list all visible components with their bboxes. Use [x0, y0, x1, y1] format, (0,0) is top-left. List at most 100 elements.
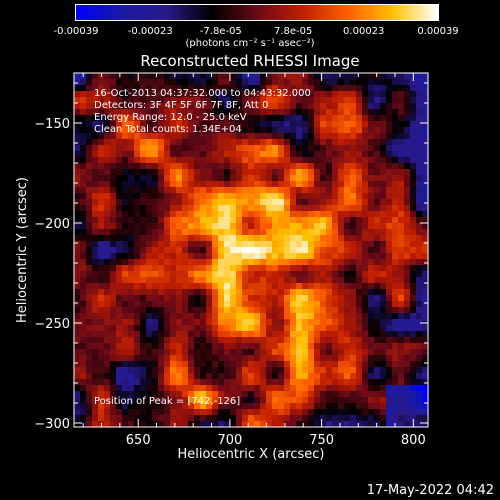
heatmap-cell	[392, 319, 399, 326]
heatmap-cell	[176, 391, 183, 398]
heatmap-cell	[254, 145, 261, 152]
heatmap-cell	[386, 145, 393, 152]
heatmap-cell	[350, 199, 357, 206]
heatmap-cell	[188, 103, 195, 110]
heatmap-cell	[176, 91, 183, 98]
heatmap-cell	[140, 307, 147, 314]
heatmap-cell	[128, 127, 135, 134]
heatmap-cell	[74, 175, 81, 182]
heatmap-cell	[92, 169, 99, 176]
heatmap-cell	[416, 409, 423, 416]
heatmap-cell	[194, 139, 201, 146]
heatmap-cell	[242, 391, 249, 398]
heatmap-cell	[140, 151, 147, 158]
heatmap-cell	[320, 361, 327, 368]
heatmap-cell	[134, 175, 141, 182]
heatmap-cell	[110, 103, 117, 110]
heatmap-cell	[200, 127, 207, 134]
heatmap-cell	[332, 121, 339, 128]
heatmap-cell	[260, 157, 267, 164]
heatmap-cell	[320, 391, 327, 398]
heatmap-cell	[224, 283, 231, 290]
heatmap-cell	[230, 403, 237, 410]
heatmap-cell	[206, 307, 213, 314]
heatmap-cell	[74, 361, 81, 368]
heatmap-cell	[122, 253, 129, 260]
heatmap-cell	[158, 331, 165, 338]
heatmap-cell	[242, 103, 249, 110]
heatmap-cell	[320, 307, 327, 314]
heatmap-cell	[290, 139, 297, 146]
heatmap-cell	[194, 265, 201, 272]
heatmap-cell	[260, 259, 267, 266]
heatmap-cell	[110, 361, 117, 368]
heatmap-cell	[314, 121, 321, 128]
heatmap-cell	[344, 283, 351, 290]
heatmap-cell	[410, 181, 417, 188]
heatmap-cell	[74, 331, 81, 338]
heatmap-cell	[212, 211, 219, 218]
heatmap-cell	[230, 163, 237, 170]
heatmap-cell	[260, 151, 267, 158]
heatmap-cell	[158, 421, 165, 428]
heatmap-cell	[404, 115, 411, 122]
heatmap-cell	[386, 349, 393, 356]
heatmap-cell	[218, 235, 225, 242]
heatmap-cell	[128, 247, 135, 254]
heatmap-cell	[74, 109, 81, 116]
heatmap-cell	[218, 163, 225, 170]
heatmap-cell	[326, 331, 333, 338]
heatmap-cell	[260, 247, 267, 254]
heatmap-cell	[128, 385, 135, 392]
heatmap-cell	[356, 91, 363, 98]
heatmap-cell	[146, 349, 153, 356]
heatmap-cell	[368, 199, 375, 206]
heatmap-cell	[104, 277, 111, 284]
heatmap-cell	[158, 205, 165, 212]
heatmap-cell	[362, 343, 369, 350]
heatmap-cell	[416, 373, 423, 380]
heatmap-cell	[212, 91, 219, 98]
heatmap-cell	[158, 151, 165, 158]
heatmap-cell	[368, 271, 375, 278]
heatmap-cell	[296, 133, 303, 140]
heatmap-cell	[200, 109, 207, 116]
heatmap-cell	[236, 175, 243, 182]
heatmap-cell	[410, 295, 417, 302]
heatmap-cell	[74, 349, 81, 356]
heatmap-cell	[362, 115, 369, 122]
heatmap-cell	[128, 409, 135, 416]
heatmap-cell	[284, 379, 291, 386]
heatmap-cell	[128, 331, 135, 338]
heatmap-cell	[284, 331, 291, 338]
heatmap-cell	[410, 91, 417, 98]
heatmap-cell	[260, 121, 267, 128]
heatmap-cell	[224, 313, 231, 320]
heatmap-cell	[116, 193, 123, 200]
heatmap-cell	[356, 85, 363, 92]
heatmap-cell	[386, 139, 393, 146]
heatmap-cell	[386, 295, 393, 302]
heatmap-cell	[200, 319, 207, 326]
heatmap-cell	[158, 325, 165, 332]
heatmap-cell	[368, 277, 375, 284]
heatmap-cell	[86, 91, 93, 98]
heatmap-cell	[134, 199, 141, 206]
heatmap-cell	[326, 241, 333, 248]
heatmap-cell	[242, 139, 249, 146]
heatmap-cell	[158, 223, 165, 230]
heatmap-cell	[326, 415, 333, 422]
heatmap-cell	[236, 253, 243, 260]
heatmap-cell	[284, 367, 291, 374]
heatmap-cell	[284, 133, 291, 140]
heatmap-cell	[218, 211, 225, 218]
heatmap-cell	[290, 115, 297, 122]
heatmap-cell	[170, 157, 177, 164]
heatmap-cell	[74, 97, 81, 104]
heatmap-cell	[248, 307, 255, 314]
heatmap-cell	[134, 295, 141, 302]
heatmap-cell	[212, 415, 219, 422]
heatmap-cell	[212, 145, 219, 152]
heatmap-cell	[122, 235, 129, 242]
heatmap-cell	[320, 91, 327, 98]
